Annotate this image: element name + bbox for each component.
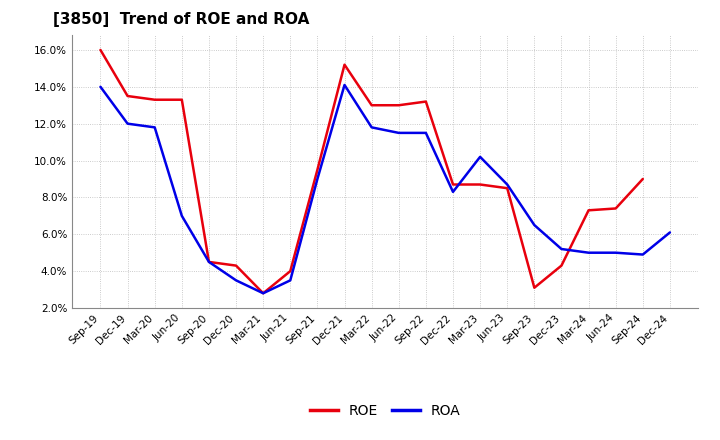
ROA — [313, 176, 322, 182]
ROE — [204, 259, 213, 264]
ROA — [150, 125, 159, 130]
ROA — [123, 121, 132, 126]
ROE — [503, 186, 511, 191]
Line: ROA: ROA — [101, 85, 670, 293]
ROA — [584, 250, 593, 255]
ROE — [584, 208, 593, 213]
ROE — [639, 176, 647, 182]
ROE — [123, 93, 132, 99]
ROA — [639, 252, 647, 257]
ROE — [341, 62, 349, 67]
ROA — [611, 250, 620, 255]
ROA — [96, 84, 105, 89]
ROA — [503, 182, 511, 187]
Line: ROE: ROE — [101, 50, 643, 293]
ROA — [449, 189, 457, 194]
ROA — [232, 278, 240, 283]
ROE — [530, 285, 539, 290]
ROE — [150, 97, 159, 103]
Legend: ROE, ROA: ROE, ROA — [305, 399, 466, 424]
ROE — [367, 103, 376, 108]
ROA — [665, 230, 674, 235]
ROE — [395, 103, 403, 108]
ROA — [341, 82, 349, 88]
Text: [3850]  Trend of ROE and ROA: [3850] Trend of ROE and ROA — [53, 12, 310, 27]
ROA — [286, 278, 294, 283]
ROE — [178, 97, 186, 103]
ROE — [96, 48, 105, 53]
ROE — [286, 268, 294, 274]
ROA — [204, 259, 213, 264]
ROA — [530, 222, 539, 227]
ROE — [476, 182, 485, 187]
ROA — [476, 154, 485, 159]
ROA — [557, 246, 566, 252]
ROA — [259, 290, 268, 296]
ROA — [395, 130, 403, 136]
ROE — [449, 182, 457, 187]
ROE — [232, 263, 240, 268]
ROE — [259, 290, 268, 296]
ROE — [421, 99, 430, 104]
ROE — [557, 263, 566, 268]
ROA — [178, 213, 186, 219]
ROA — [367, 125, 376, 130]
ROA — [421, 130, 430, 136]
ROE — [313, 167, 322, 172]
ROE — [611, 206, 620, 211]
